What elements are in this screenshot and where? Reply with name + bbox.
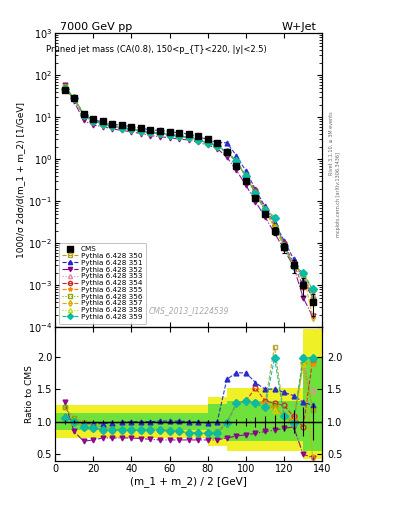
Y-axis label: Ratio to CMS: Ratio to CMS [25, 365, 34, 423]
Y-axis label: 1000/σ 2dσ/d(m_1 + m_2) [1/GeV]: 1000/σ 2dσ/d(m_1 + m_2) [1/GeV] [16, 102, 25, 258]
Text: CMS_2013_I1224539: CMS_2013_I1224539 [149, 307, 229, 315]
X-axis label: (m_1 + m_2) / 2 [GeV]: (m_1 + m_2) / 2 [GeV] [130, 476, 247, 487]
Text: Rivet 3.1.10, ≥ 3M events: Rivet 3.1.10, ≥ 3M events [329, 112, 334, 175]
Text: Pruned jet mass (CA(0.8), 150<p_{T}<220, |y|<2.5): Pruned jet mass (CA(0.8), 150<p_{T}<220,… [46, 45, 267, 54]
Text: mcplots.cern.ch [arXiv:1306.3436]: mcplots.cern.ch [arXiv:1306.3436] [336, 152, 341, 237]
Legend: CMS, Pythia 6.428 350, Pythia 6.428 351, Pythia 6.428 352, Pythia 6.428 353, Pyt: CMS, Pythia 6.428 350, Pythia 6.428 351,… [59, 243, 146, 324]
Text: W+Jet: W+Jet [282, 22, 317, 32]
Text: 7000 GeV pp: 7000 GeV pp [61, 22, 132, 32]
